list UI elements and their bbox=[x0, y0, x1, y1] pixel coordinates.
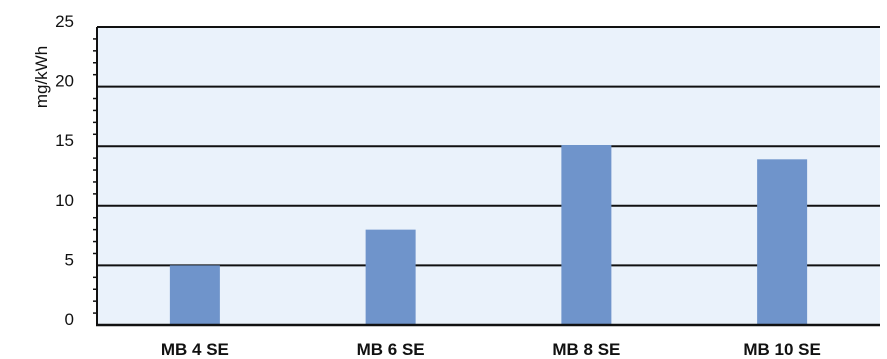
plot-area bbox=[97, 27, 880, 325]
bar-mb-4-se bbox=[169, 265, 220, 325]
x-category-label: MB 10 SE bbox=[743, 340, 820, 359]
bar-mb-10-se bbox=[757, 159, 808, 325]
y-tick-label-25: 25 bbox=[55, 12, 74, 31]
axes bbox=[96, 27, 880, 327]
bar-mb-6-se bbox=[365, 229, 416, 325]
y-tick-labels: 0 5 10 15 20 25 bbox=[55, 12, 74, 329]
bar-mb-8-se bbox=[561, 145, 612, 325]
x-category-labels: MB 4 SE MB 6 SE MB 8 SE MB 10 SE bbox=[161, 340, 821, 359]
y-tick-label-0: 0 bbox=[65, 310, 74, 329]
bars bbox=[169, 145, 808, 325]
x-category-label: MB 8 SE bbox=[552, 340, 620, 359]
y-tick-label-20: 20 bbox=[55, 72, 74, 91]
y-axis-label: mg/kWh bbox=[32, 46, 51, 108]
x-category-label: MB 6 SE bbox=[357, 340, 425, 359]
x-category-label: MB 4 SE bbox=[161, 340, 229, 359]
y-tick-label-10: 10 bbox=[55, 191, 74, 210]
y-tick-label-15: 15 bbox=[55, 131, 74, 150]
y-tick-label-5: 5 bbox=[65, 250, 74, 269]
